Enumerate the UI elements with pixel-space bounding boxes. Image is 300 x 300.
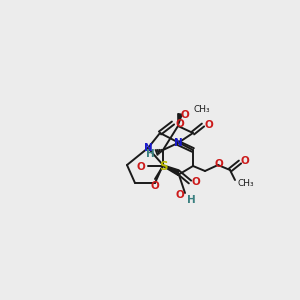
Text: O: O	[176, 119, 184, 129]
Text: S: S	[159, 160, 167, 172]
Text: H: H	[146, 149, 154, 159]
Text: O: O	[181, 110, 189, 120]
Text: O: O	[176, 190, 184, 200]
Polygon shape	[163, 165, 179, 174]
Text: CH₃: CH₃	[237, 179, 253, 188]
Text: CH₃: CH₃	[194, 106, 211, 115]
Text: H: H	[187, 195, 195, 205]
Text: N: N	[144, 143, 152, 153]
Polygon shape	[178, 114, 182, 126]
Text: O: O	[241, 156, 249, 166]
Text: O: O	[192, 177, 200, 187]
Text: O: O	[205, 120, 213, 130]
Text: O: O	[214, 159, 224, 169]
Text: O: O	[151, 181, 159, 191]
Text: O: O	[136, 162, 146, 172]
Text: N: N	[174, 138, 182, 148]
